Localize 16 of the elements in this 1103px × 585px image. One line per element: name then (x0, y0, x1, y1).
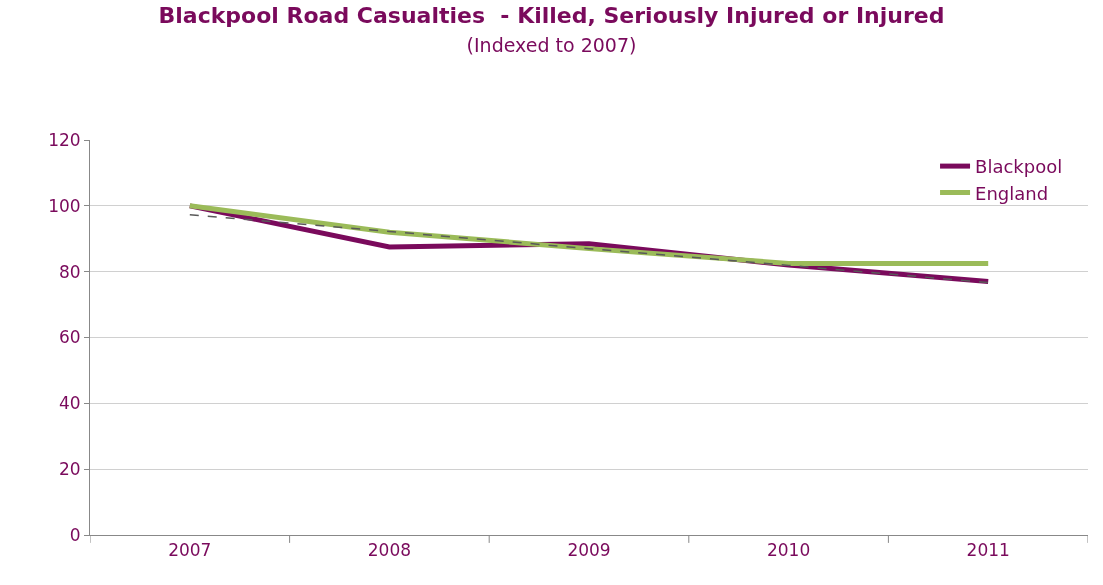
y-tick-label: 120 (48, 129, 81, 150)
x-tick-label: 2007 (168, 540, 212, 561)
y-tick-label: 0 (69, 524, 81, 545)
x-tick-label: 2008 (367, 540, 412, 561)
x-tick-label: 2009 (567, 540, 611, 561)
legend-label: Blackpool (975, 156, 1063, 178)
legend-label: England (975, 182, 1049, 204)
chart-title: Blackpool Road Casualties - Killed, Seriously Injured or Injured (158, 3, 945, 29)
x-tick-label: 2010 (766, 540, 811, 561)
chart-subtitle: (Indexed to 2007) (466, 34, 637, 56)
y-tick-label: 20 (58, 459, 81, 480)
y-tick-label: 40 (58, 393, 81, 414)
y-tick-label: 100 (48, 195, 81, 216)
y-tick-label: 60 (58, 327, 81, 348)
x-tick-label: 2011 (966, 540, 1010, 561)
y-tick-label: 80 (58, 261, 81, 282)
